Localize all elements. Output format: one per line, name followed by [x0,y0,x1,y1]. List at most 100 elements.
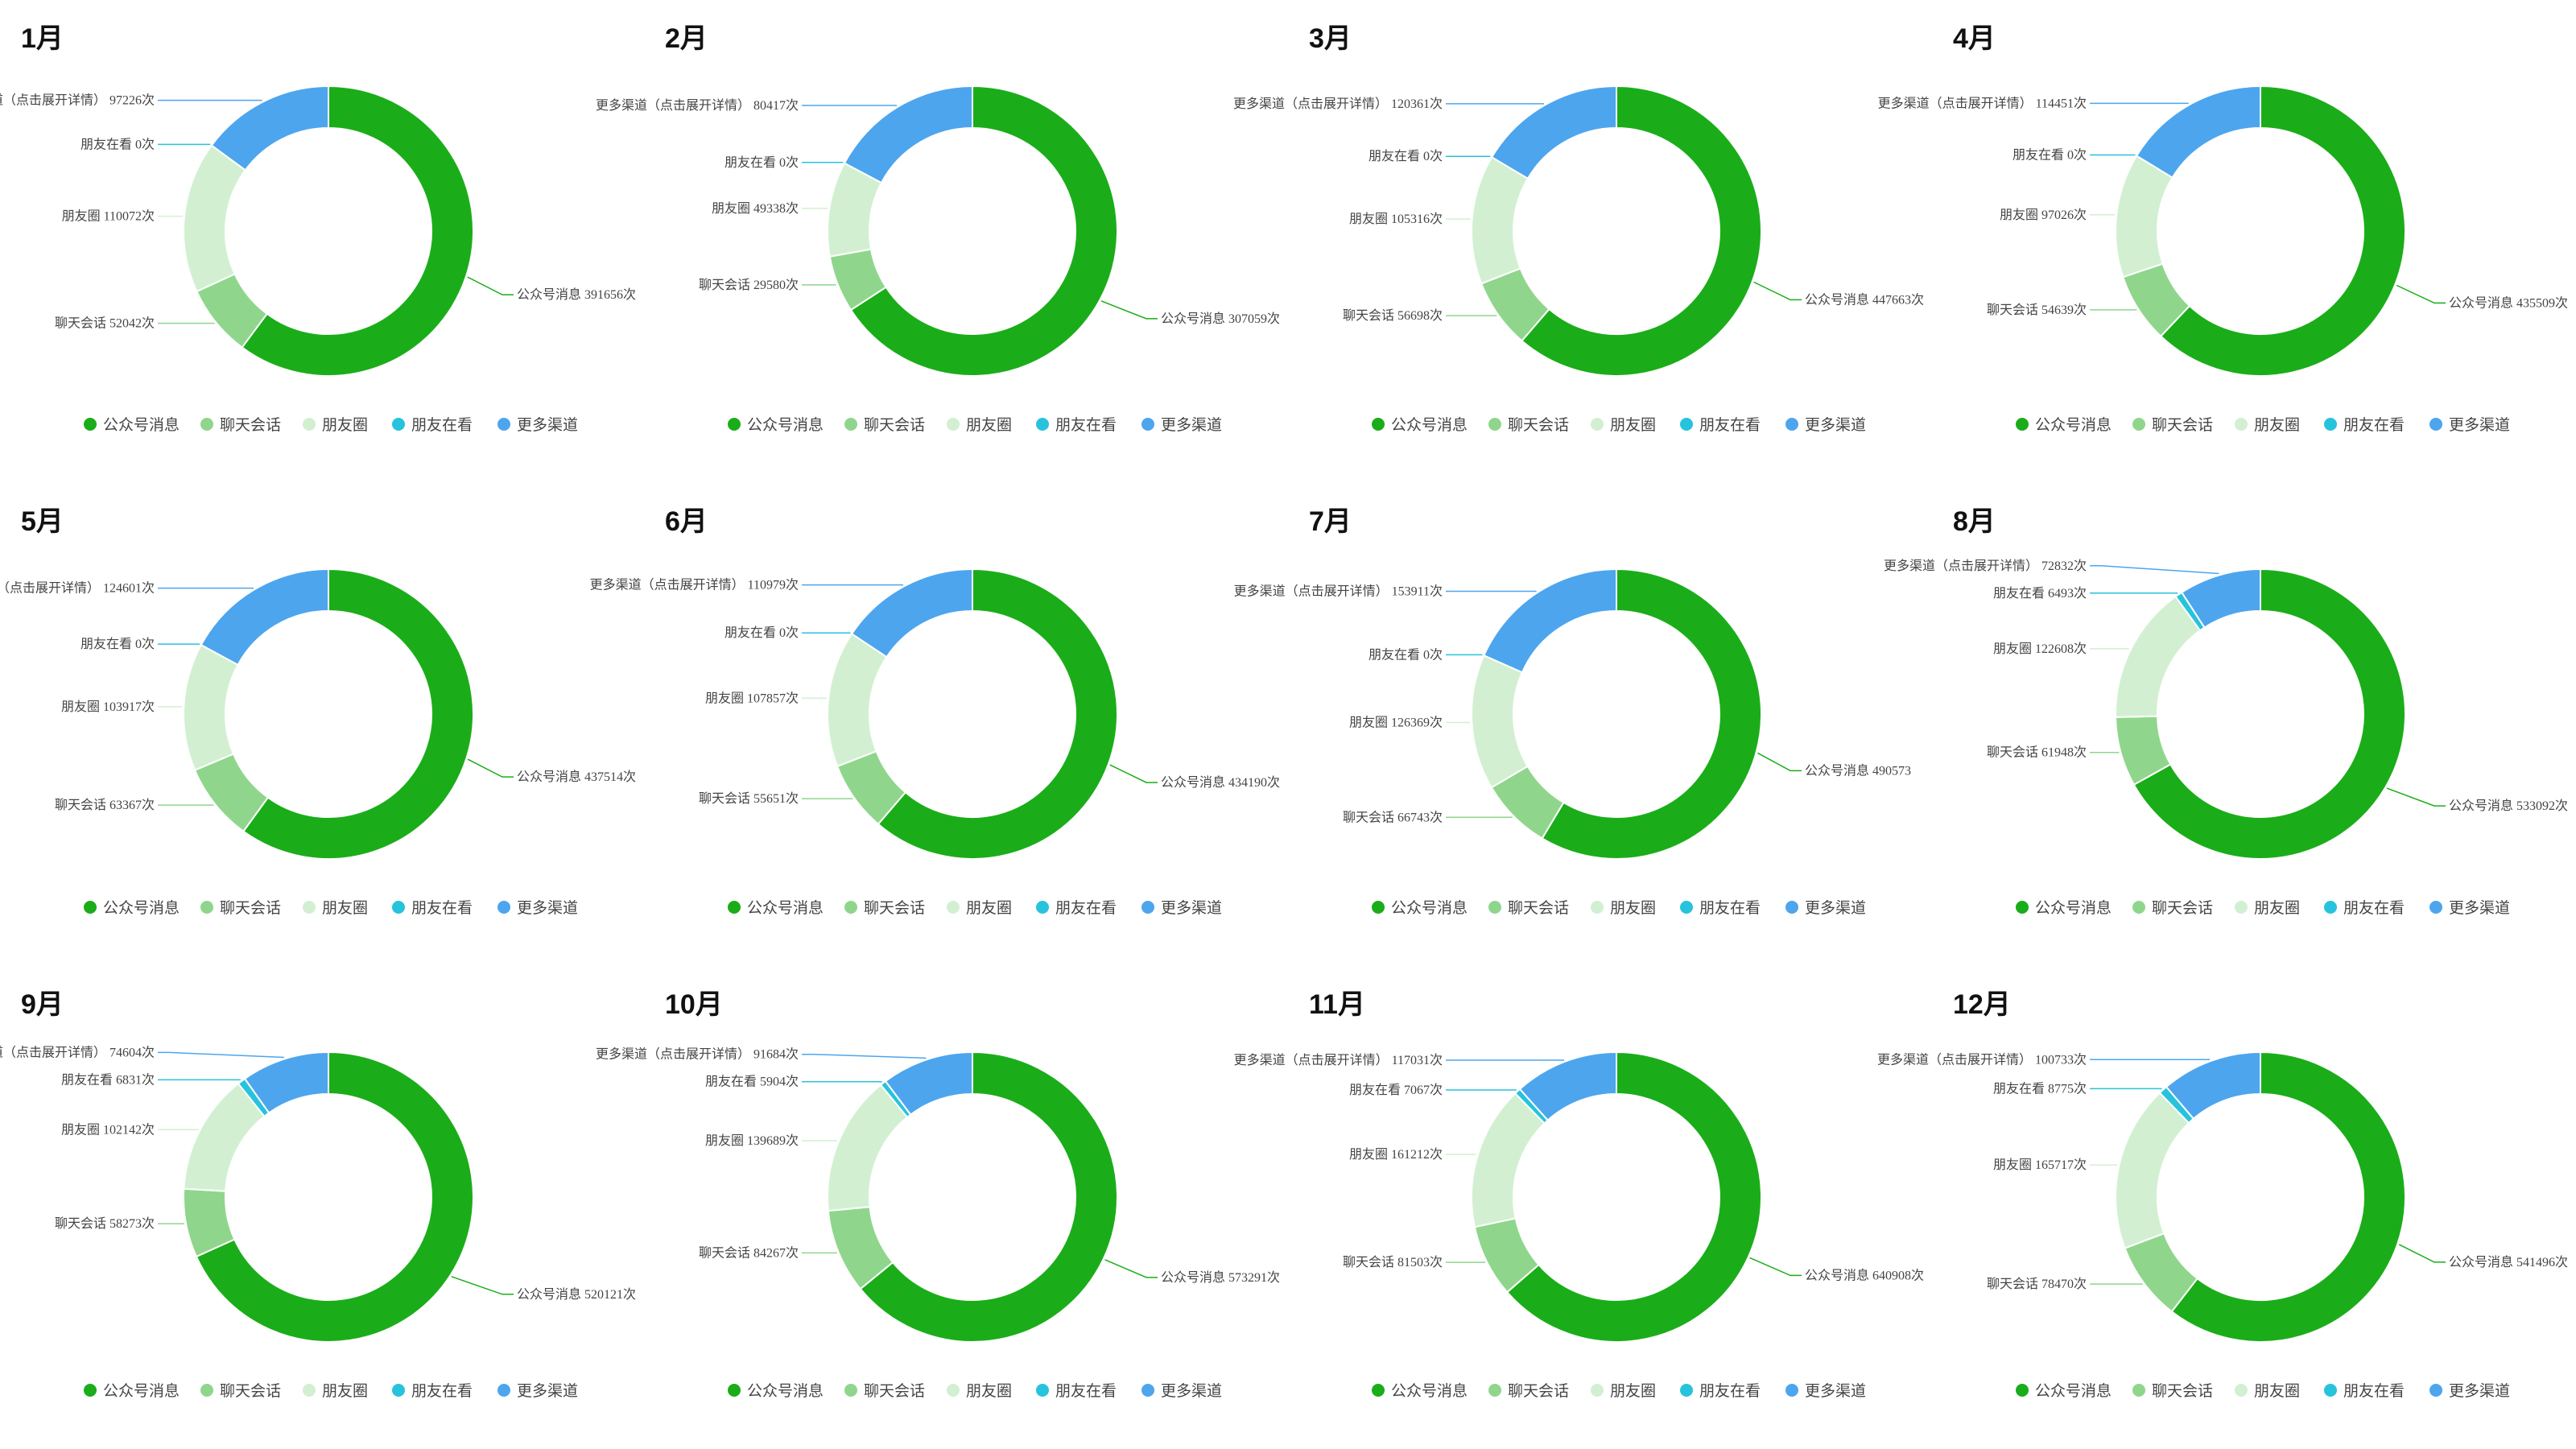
slice-gengduo[interactable] [2180,568,2261,629]
legend-item-gengduo[interactable]: 更多渠道 [2429,899,2510,917]
slice-gengduo[interactable] [243,1051,329,1114]
legend-item-pengyouquan[interactable]: 朋友圈 [947,899,1012,917]
slice-pengyouquan[interactable] [1471,155,1530,285]
slice-gengduo[interactable] [884,1051,973,1117]
legend-item-liaotian[interactable]: 聊天会话 [844,899,925,917]
legend-item-liaotian[interactable]: 聊天会话 [1488,1382,1569,1400]
legend-item-pengyouquan[interactable]: 朋友圈 [2235,416,2300,434]
slice-pengyouquan[interactable] [183,643,239,772]
legend-swatch [2324,418,2337,431]
legend-item-gongzhonghao[interactable]: 公众号消息 [2016,416,2112,434]
legend-item-zaikan[interactable]: 朋友在看 [1680,899,1761,917]
legend-item-gongzhonghao[interactable]: 公众号消息 [2016,899,2112,917]
legend-item-gongzhonghao[interactable]: 公众号消息 [728,1382,824,1400]
legend-item-liaotian[interactable]: 聊天会话 [2132,899,2213,917]
legend-item-liaotian[interactable]: 聊天会话 [844,416,925,434]
legend-item-gongzhonghao[interactable]: 公众号消息 [84,416,180,434]
slice-gengduo[interactable] [1518,1051,1617,1122]
legend-item-gongzhonghao[interactable]: 公众号消息 [728,899,824,917]
slice-gongzhonghao[interactable] [1505,1051,1762,1343]
legend-item-liaotian[interactable]: 聊天会话 [200,899,281,917]
legend-item-pengyouquan[interactable]: 朋友圈 [303,1382,368,1400]
legend-item-zaikan[interactable]: 朋友在看 [1680,416,1761,434]
slice-gengduo[interactable] [843,85,973,184]
slice-gongzhonghao[interactable] [242,568,474,860]
legend-item-liaotian[interactable]: 聊天会话 [1488,416,1569,434]
slice-pengyouquan[interactable] [183,144,247,293]
legend-item-pengyouquan[interactable]: 朋友圈 [947,416,1012,434]
legend-item-pengyouquan[interactable]: 朋友圈 [1591,1382,1656,1400]
legend-item-gengduo[interactable]: 更多渠道 [497,416,578,434]
legend-item-gengduo[interactable]: 更多渠道 [1785,899,1866,917]
legend-item-pengyouquan[interactable]: 朋友圈 [1591,899,1656,917]
slice-gengduo[interactable] [2135,85,2261,179]
slice-gengduo[interactable] [2165,1051,2261,1121]
legend-item-zaikan[interactable]: 朋友在看 [1036,416,1117,434]
slice-gengduo[interactable] [1483,568,1617,674]
legend-item-pengyouquan[interactable]: 朋友圈 [947,1382,1012,1400]
callout-line [1753,281,1802,301]
legend-item-gongzhonghao[interactable]: 公众号消息 [2016,1382,2112,1400]
legend-item-gongzhonghao[interactable]: 公众号消息 [1372,899,1468,917]
legend-item-zaikan[interactable]: 朋友在看 [2324,416,2405,434]
slice-pengyouquan[interactable] [2115,155,2174,279]
legend-item-pengyouquan[interactable]: 朋友圈 [303,899,368,917]
slice-pengyouquan[interactable] [2115,595,2202,718]
legend-item-gengduo[interactable]: 更多渠道 [497,899,578,917]
legend-item-gengduo[interactable]: 更多渠道 [497,1382,578,1400]
legend-item-pengyouquan[interactable]: 朋友圈 [303,416,368,434]
slice-gongzhonghao[interactable] [241,85,474,377]
slice-gongzhonghao[interactable] [2132,568,2406,860]
slice-pengyouquan[interactable] [1471,1092,1546,1228]
legend-item-gengduo[interactable]: 更多渠道 [1785,1382,1866,1400]
slice-gongzhonghao[interactable] [849,85,1118,377]
legend-item-zaikan[interactable]: 朋友在看 [1036,899,1117,917]
callout-label: 聊天会话 56698次 [1343,308,1443,323]
legend-item-liaotian[interactable]: 聊天会话 [844,1382,925,1400]
legend-item-gongzhonghao[interactable]: 公众号消息 [728,416,824,434]
slice-pengyouquan[interactable] [827,632,888,768]
legend-item-liaotian[interactable]: 聊天会话 [1488,899,1569,917]
legend-item-liaotian[interactable]: 聊天会话 [2132,416,2213,434]
legend-item-liaotian[interactable]: 聊天会话 [2132,1382,2213,1400]
legend-item-gengduo[interactable]: 更多渠道 [2429,1382,2510,1400]
legend-item-gongzhonghao[interactable]: 公众号消息 [1372,1382,1468,1400]
legend-item-zaikan[interactable]: 朋友在看 [1036,1382,1117,1400]
legend-item-gengduo[interactable]: 更多渠道 [1141,416,1222,434]
legend-item-pengyouquan[interactable]: 朋友圈 [2235,1382,2300,1400]
slice-gengduo[interactable] [1490,85,1617,180]
legend-item-gongzhonghao[interactable]: 公众号消息 [84,1382,180,1400]
slice-gengduo[interactable] [210,85,329,171]
slice-gengduo[interactable] [200,568,329,667]
legend-item-gongzhonghao[interactable]: 公众号消息 [84,899,180,917]
slice-gongzhonghao[interactable] [2170,1051,2406,1343]
legend-label: 朋友在看 [1055,416,1117,434]
callout-label: 朋友圈 102142次 [61,1122,155,1137]
legend-item-gengduo[interactable]: 更多渠道 [1141,1382,1222,1400]
slice-gongzhonghao[interactable] [859,1051,1118,1343]
slice-gengduo[interactable] [850,568,973,658]
slice-pengyouquan[interactable] [2115,1092,2190,1249]
legend-item-pengyouquan[interactable]: 朋友圈 [2235,899,2300,917]
slice-gongzhonghao[interactable] [1521,85,1762,377]
legend-item-gongzhonghao[interactable]: 公众号消息 [1372,416,1468,434]
slice-gongzhonghao[interactable] [2159,85,2406,377]
slice-gongzhonghao[interactable] [1541,568,1762,860]
slice-gongzhonghao[interactable] [877,568,1118,860]
legend-item-gengduo[interactable]: 更多渠道 [2429,416,2510,434]
legend-item-zaikan[interactable]: 朋友在看 [392,899,473,917]
month-panel: 3月 公众号消息 447663次 聊天会话 56698次 朋友圈 105316次 朋友在… [1233,0,1932,483]
legend-item-gengduo[interactable]: 更多渠道 [1141,899,1222,917]
legend-item-liaotian[interactable]: 聊天会话 [200,1382,281,1400]
legend-item-zaikan[interactable]: 朋友在看 [2324,1382,2405,1400]
legend-item-zaikan[interactable]: 朋友在看 [2324,899,2405,917]
callout-label: 更多渠道（点击展开详情） 80417次 [596,98,799,113]
slice-gongzhonghao[interactable] [195,1051,474,1343]
legend-item-pengyouquan[interactable]: 朋友圈 [1591,416,1656,434]
legend-item-zaikan[interactable]: 朋友在看 [392,416,473,434]
legend-item-liaotian[interactable]: 聊天会话 [200,416,281,434]
slice-pengyouquan[interactable] [1471,654,1530,789]
legend-item-gengduo[interactable]: 更多渠道 [1785,416,1866,434]
legend-item-zaikan[interactable]: 朋友在看 [1680,1382,1761,1400]
legend-item-zaikan[interactable]: 朋友在看 [392,1382,473,1400]
